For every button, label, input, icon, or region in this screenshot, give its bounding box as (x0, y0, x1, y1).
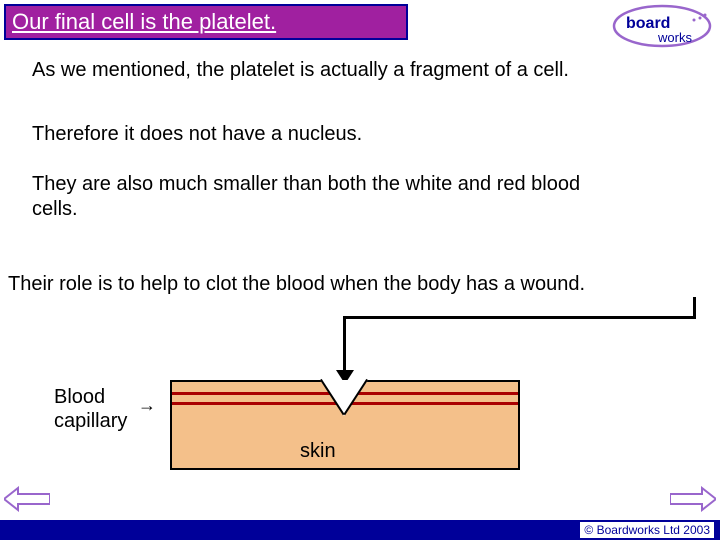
capillary-label: Blood capillary (54, 385, 134, 433)
capillary-arrow-icon: → (138, 395, 156, 416)
copyright-text: © Boardworks Ltd 2003 (580, 522, 714, 538)
paragraph-4: Their role is to help to clot the blood … (8, 272, 708, 297)
logo-sub: works (657, 30, 692, 45)
slide-title: Our final cell is the platelet. (12, 9, 276, 35)
skin-label: skin (300, 440, 336, 463)
paragraph-1: As we mentioned, the platelet is actuall… (32, 58, 592, 83)
capillary-label-text: Blood capillary (54, 385, 134, 433)
paragraph-2: Therefore it does not have a nucleus. (32, 122, 592, 147)
skin-diagram (170, 360, 520, 470)
paragraph-3: They are also much smaller than both the… (32, 172, 592, 222)
prev-button[interactable] (4, 486, 50, 512)
title-box: Our final cell is the platelet. (4, 4, 408, 40)
boardworks-logo: board works (612, 4, 712, 48)
footer-bar: © Boardworks Ltd 2003 (0, 520, 720, 540)
wound-arrow-segment (343, 316, 696, 319)
next-button[interactable] (670, 486, 716, 512)
